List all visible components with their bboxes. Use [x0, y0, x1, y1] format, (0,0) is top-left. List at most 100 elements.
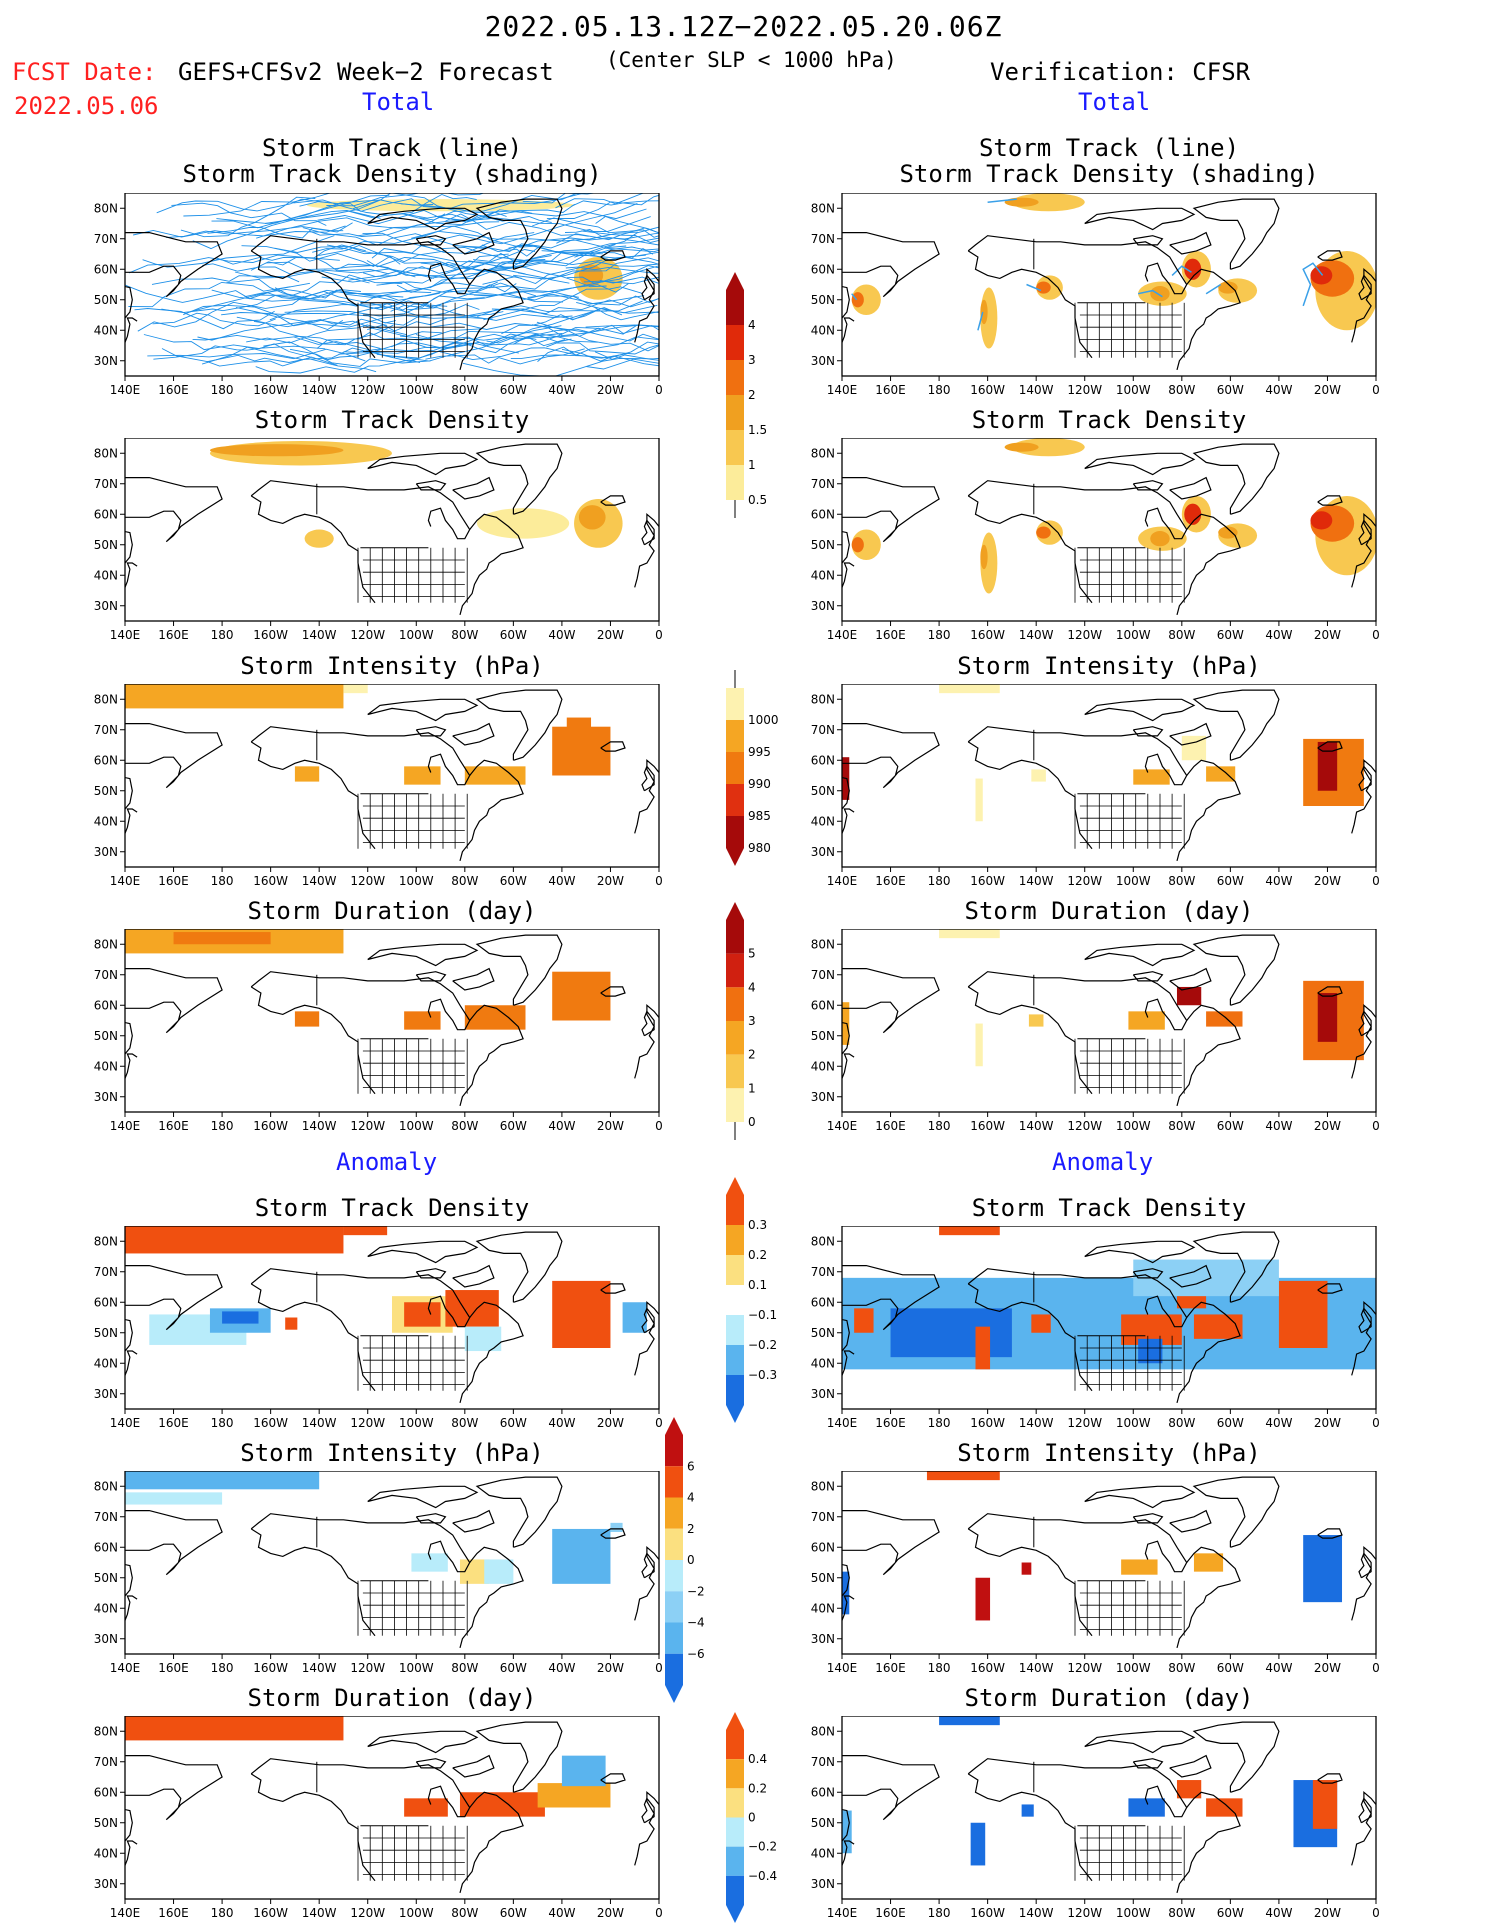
- coastline: [634, 1791, 659, 1866]
- coastline: [842, 477, 940, 564]
- lon-tick-label: 140E: [827, 1416, 858, 1430]
- lon-tick-label: 160W: [253, 1661, 288, 1675]
- lat-tick-label: 40N: [811, 814, 835, 828]
- coastline: [415, 1513, 447, 1524]
- verification-total-label: Total: [1078, 88, 1151, 116]
- lon-tick-label: 20W: [1314, 1119, 1341, 1133]
- lat-tick-label: 60N: [811, 1540, 835, 1554]
- storm-track-line: [255, 359, 421, 374]
- lat-tick-label: 50N: [94, 1029, 118, 1043]
- panel-title: Storm Track (line): [978, 134, 1240, 162]
- coastline: [1358, 1307, 1372, 1334]
- coastline: [1084, 943, 1196, 967]
- coastline: [452, 1509, 495, 1533]
- coastline: [967, 1758, 1188, 1818]
- colorbar-arrow: [726, 1405, 744, 1423]
- coastline: [1169, 231, 1212, 255]
- lat-tick-label: 40N: [811, 1601, 835, 1615]
- storm-track-line: [348, 194, 477, 219]
- lon-tick-label: 80W: [1168, 1119, 1195, 1133]
- lat-tick-label: 70N: [94, 1510, 118, 1524]
- shaded-cell: [975, 1577, 991, 1621]
- coastline: [967, 235, 1188, 295]
- map-panel-fa_duration: 140E 160E 180 160W 140W 120W 100W 80W 60W 40W 20W 0…: [94, 1716, 663, 1920]
- coastline: [842, 1350, 855, 1376]
- lon-tick-label: 60W: [500, 383, 527, 397]
- colorbar-tick-label: −2: [687, 1584, 705, 1598]
- shaded-cell: [1206, 1798, 1243, 1817]
- shaded-cell: [173, 1719, 271, 1732]
- lat-tick-label: 50N: [811, 1571, 835, 1585]
- colorbar-swatch: [726, 1315, 744, 1345]
- lat-tick-label: 60N: [94, 262, 118, 276]
- storm-track-line: [1026, 283, 1042, 292]
- lat-tick-label: 80N: [94, 1234, 118, 1248]
- lon-tick-label: 120W: [1067, 628, 1102, 642]
- storm-track-line: [464, 237, 659, 271]
- shaded-cell: [1206, 766, 1236, 782]
- lon-tick-label: 140W: [302, 874, 337, 888]
- coastline: [250, 1758, 471, 1818]
- coastline: [459, 1301, 524, 1404]
- storm-track-line: [467, 291, 645, 305]
- coastline: [634, 268, 659, 343]
- colorbar-swatch: [665, 1591, 683, 1623]
- coastline: [634, 1301, 659, 1376]
- shaded-cell: [459, 1792, 545, 1817]
- lon-tick-label: 160E: [875, 383, 906, 397]
- lon-tick-label: 40W: [548, 1906, 575, 1920]
- shaded-cell: [294, 1011, 320, 1027]
- lat-tick-label: 50N: [94, 784, 118, 798]
- coastline: [1317, 986, 1343, 997]
- shaded-cell: [125, 1492, 223, 1505]
- lon-tick-label: 100W: [1116, 1906, 1151, 1920]
- lon-tick-label: 80W: [451, 1119, 478, 1133]
- storm-track-line: [546, 194, 659, 220]
- lon-tick-label: 180: [928, 874, 951, 888]
- lon-tick-label: 120W: [1067, 1906, 1102, 1920]
- coastline: [459, 759, 524, 862]
- storm-track-line: [565, 266, 659, 274]
- lon-tick-label: 140W: [1019, 1416, 1054, 1430]
- map-frame: [841, 1226, 1377, 1410]
- lon-tick-label: 80W: [1168, 383, 1195, 397]
- lon-tick-label: 160W: [253, 1906, 288, 1920]
- map-frame: [124, 1471, 660, 1655]
- storm-track-line: [253, 319, 442, 337]
- storm-track-line: [462, 357, 659, 376]
- lat-tick-label: 40N: [94, 1356, 118, 1370]
- lon-tick-label: 160E: [158, 874, 189, 888]
- colorbar-tick-label: −0.1: [748, 1308, 777, 1322]
- storm-track-line: [192, 210, 381, 250]
- colorbar-swatch: [726, 1054, 744, 1089]
- shaded-cell: [1206, 1011, 1243, 1027]
- coastline: [125, 1053, 138, 1079]
- shaded-cell: [1138, 1338, 1163, 1364]
- storm-track-line: [546, 342, 659, 355]
- map-frame: [841, 193, 1377, 377]
- coastline: [634, 513, 659, 588]
- storm-track-line: [1171, 265, 1192, 276]
- coastline: [600, 1283, 626, 1294]
- colorbar-swatch: [726, 1846, 744, 1876]
- coastline: [967, 1513, 1188, 1573]
- coastline: [1176, 1301, 1241, 1404]
- panel-title: Storm Track (line): [261, 134, 523, 162]
- verification-anomaly-label: Anomaly: [1052, 1148, 1154, 1176]
- lon-tick-label: 40W: [548, 628, 575, 642]
- lat-tick-label: 60N: [811, 262, 835, 276]
- storm-track-line: [513, 328, 659, 345]
- colorbar-tick-label: 985: [748, 809, 771, 823]
- storm-track-line: [574, 226, 659, 258]
- shaded-cell: [1193, 1314, 1243, 1339]
- coastline: [842, 1755, 940, 1842]
- coastline: [1176, 268, 1241, 371]
- coastline: [1169, 1264, 1212, 1288]
- coastline: [1317, 1283, 1343, 1294]
- lon-tick-label: 120W: [350, 628, 385, 642]
- map-frame: [124, 684, 660, 868]
- shaded-cell: [1021, 1562, 1032, 1575]
- shaded-cell: [890, 1308, 1012, 1358]
- forecast-total-label: Total: [362, 88, 435, 116]
- shaded-cell: [939, 1716, 1000, 1726]
